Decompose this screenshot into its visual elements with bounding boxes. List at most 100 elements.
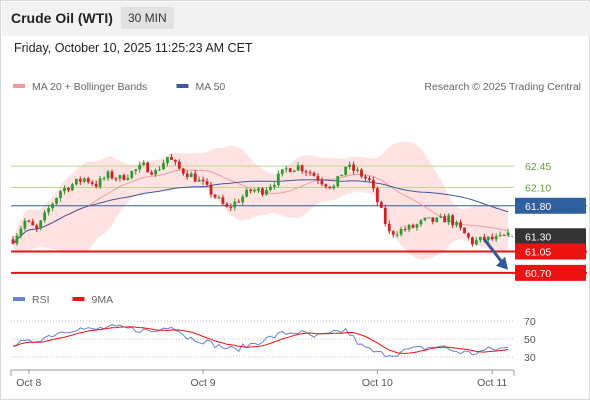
candle-body: [300, 165, 304, 172]
candle-body: [447, 215, 451, 223]
candle-body: [356, 169, 359, 171]
legend-label-0: MA 20 + Bollinger Bands: [32, 81, 147, 93]
candle-body: [482, 236, 486, 241]
candle-body: [78, 178, 82, 182]
rsi-line: [12, 324, 509, 358]
rsi-tick-0: 70: [524, 316, 536, 328]
candle-body: [352, 164, 355, 171]
candle-body: [439, 216, 443, 218]
candle-body: [451, 215, 455, 226]
candle-body: [375, 188, 379, 203]
moving-averages: [12, 169, 509, 244]
timeframe-button[interactable]: 30 MIN: [121, 7, 174, 29]
candle-body: [213, 194, 217, 198]
level-label-4: 61.05: [525, 247, 551, 259]
candle-body: [502, 234, 506, 236]
legend: MA 20 + Bollinger Bands MA 50: [13, 81, 225, 93]
candle-body: [185, 173, 189, 178]
candle-body: [407, 224, 411, 230]
level-label-0: 62.45: [525, 161, 551, 173]
candle-body: [170, 157, 173, 160]
candle-body: [233, 201, 237, 208]
candle-body: [360, 169, 363, 177]
legend-swatch-1: [176, 84, 189, 88]
candle-body: [162, 163, 165, 170]
candle-body: [31, 221, 35, 226]
candle-body: [110, 171, 114, 179]
candle-body: [55, 198, 58, 204]
forecast-arrow: [483, 238, 509, 270]
candle-body: [304, 171, 308, 173]
candle-body: [122, 175, 126, 180]
candle-body: [253, 190, 256, 192]
candle-body: [51, 203, 54, 209]
candle-body: [471, 237, 474, 245]
candle-body: [237, 201, 241, 203]
candle-body: [467, 233, 470, 238]
level-label-1: 62.10: [525, 182, 551, 194]
candle-body: [74, 178, 78, 185]
candle-body: [118, 175, 122, 179]
candle-body: [201, 179, 205, 182]
candle-body: [395, 234, 399, 236]
candle-body: [94, 183, 98, 187]
bollinger-bands: [12, 141, 509, 260]
candle-body: [340, 174, 344, 177]
candle-body: [272, 185, 276, 187]
candle-body: [348, 164, 352, 167]
candle-body: [19, 228, 23, 236]
candle-body: [280, 169, 284, 174]
candle-body: [257, 188, 260, 191]
candle-body: [332, 186, 336, 189]
candle-body: [344, 166, 348, 175]
instrument-title: Crude Oil (WTI): [11, 10, 113, 26]
candle-body: [130, 171, 134, 178]
candle-body: [455, 222, 458, 226]
candle-body: [181, 168, 185, 174]
candle-body: [82, 178, 86, 182]
candle-body: [399, 229, 403, 235]
level-label-2: 61.80: [525, 201, 551, 213]
candle-body: [276, 173, 280, 186]
candle-body: [193, 173, 197, 182]
candle-body: [490, 236, 494, 240]
candle-body: [15, 235, 19, 244]
candle-body: [158, 169, 161, 171]
level-box-2: [515, 197, 586, 214]
bollinger-band-area: [12, 141, 509, 260]
arrow-shaft: [483, 238, 506, 266]
candle-body: [336, 176, 340, 187]
rsi-tick-1: 50: [524, 334, 536, 346]
candle-body: [371, 179, 375, 189]
candle-body: [154, 170, 157, 175]
candle-body: [146, 162, 150, 173]
arrow-head: [496, 256, 509, 270]
candle-body: [166, 157, 169, 164]
x-tick-label-1: Oct 9: [191, 377, 216, 389]
level-box-3: [515, 228, 586, 245]
candle-body: [379, 202, 383, 208]
level-label-5: 60.70: [525, 268, 551, 280]
candle-body: [265, 190, 268, 195]
candle-body: [415, 224, 419, 228]
candle-body: [403, 229, 407, 231]
candle-body: [138, 164, 142, 170]
candle-body: [494, 236, 498, 240]
level-box-4: [515, 243, 586, 260]
candle-body: [43, 212, 47, 221]
candle-body: [126, 177, 130, 180]
candle-body: [245, 189, 249, 197]
candle-body: [261, 188, 264, 195]
candle-body: [459, 222, 462, 228]
candle-body: [474, 240, 478, 245]
candle-body: [364, 176, 367, 179]
rsi-ma-line: [12, 326, 509, 354]
candle-body: [269, 186, 272, 191]
rsi-legend-label-1: 9MA: [92, 294, 114, 306]
candle-body: [486, 236, 490, 241]
candle-body: [383, 207, 387, 224]
candle-body: [229, 206, 233, 208]
candle-body: [205, 181, 209, 185]
credit-text: Research © 2025 Trading Central: [424, 81, 581, 93]
level-labels: 62.45 62.10 61.80 61.30 61.05 60.70: [515, 161, 586, 281]
